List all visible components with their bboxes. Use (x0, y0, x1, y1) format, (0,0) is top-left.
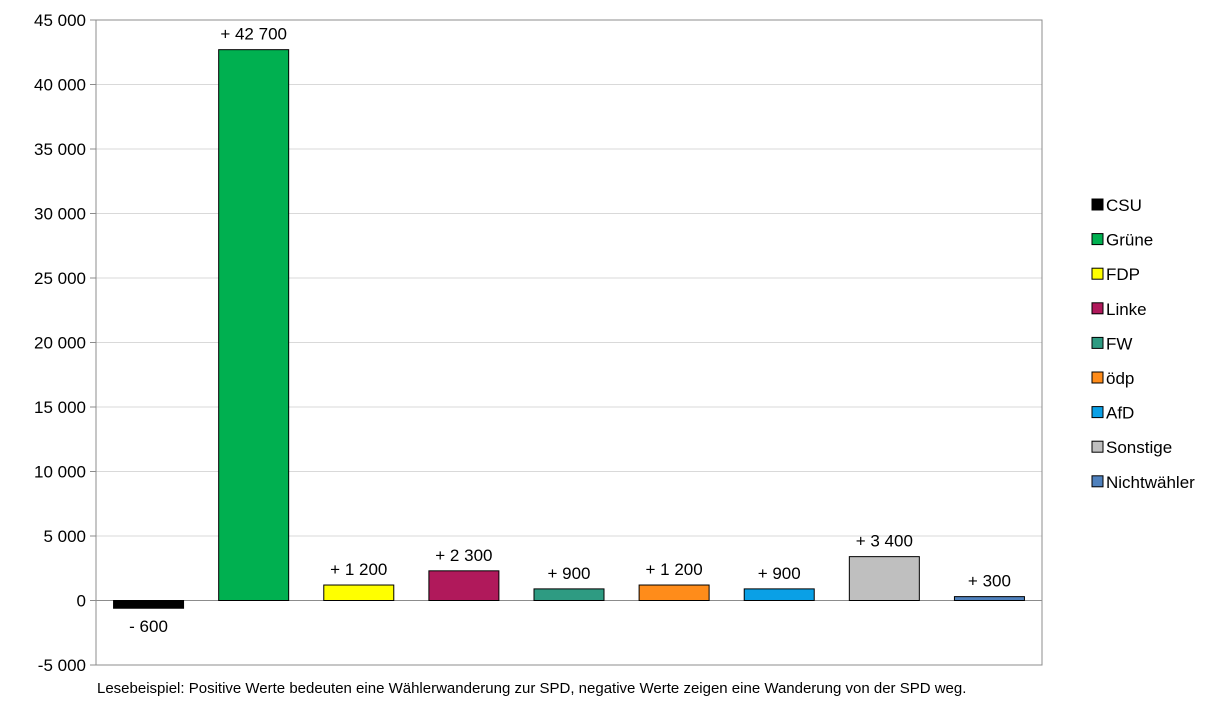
data-label: + 900 (758, 564, 801, 583)
y-tick-label: 25 000 (34, 269, 86, 288)
y-tick-label: -5 000 (38, 656, 86, 675)
legend-label: Linke (1106, 300, 1147, 319)
legend-label: AfD (1106, 404, 1134, 423)
legend: CSU Grüne FDP Linke FW ödp AfD Sonstige Nichtwäh… (1091, 196, 1195, 492)
legend-swatch (1091, 198, 1104, 211)
legend-label: Nichtwähler (1106, 473, 1195, 492)
legend-label: Sonstige (1106, 438, 1172, 457)
data-label: + 1 200 (330, 560, 387, 579)
data-label: + 1 200 (646, 560, 703, 579)
legend-swatch (1091, 371, 1104, 384)
bar-linke (428, 570, 500, 602)
bar-sonstige (848, 556, 920, 602)
y-tick-label: 35 000 (34, 140, 86, 159)
bar-fw (533, 588, 605, 602)
legend-label: CSU (1106, 196, 1142, 215)
y-tick-label: 45 000 (34, 11, 86, 30)
legend-label: FW (1106, 334, 1132, 353)
bar-ödp (638, 584, 710, 602)
y-tick-label: 0 (77, 592, 86, 611)
reading-example-note: Lesebeispiel: Positive Werte bedeuten ei… (97, 680, 967, 697)
bar-csu (113, 600, 185, 609)
y-tick-label: 5 000 (43, 527, 86, 546)
data-label: + 900 (547, 564, 590, 583)
y-tick-label: 30 000 (34, 205, 86, 224)
data-labels: - 600 + 42 700 + 1 200 + 2 300 + 900 + 1 200 +… (129, 25, 1011, 637)
legend-label: FDP (1106, 265, 1140, 284)
y-tick-label: 15 000 (34, 398, 86, 417)
bars (113, 49, 1025, 609)
plot-frame (95, 19, 1043, 666)
bar-afd (743, 588, 815, 602)
y-axis-ticks: -5 000 0 5 000 10 000 15 000 20 000 25 000 30 0… (34, 11, 96, 675)
bar-grüne (218, 49, 290, 602)
data-label: + 300 (968, 572, 1011, 591)
legend-swatch (1091, 440, 1104, 453)
legend-swatch (1091, 475, 1104, 488)
data-label: + 42 700 (220, 25, 287, 44)
legend-swatch (1091, 336, 1104, 349)
legend-swatch (1091, 406, 1104, 419)
data-label: + 2 300 (435, 546, 492, 565)
legend-swatch (1091, 302, 1104, 315)
data-label: - 600 (129, 617, 168, 636)
bar-nichtwähler (953, 596, 1025, 602)
legend-label: Grüne (1106, 231, 1153, 250)
bar-fdp (323, 584, 395, 602)
legend-label: ödp (1106, 369, 1134, 388)
legend-swatch (1091, 267, 1104, 280)
y-tick-label: 10 000 (34, 463, 86, 482)
data-label: + 3 400 (856, 532, 913, 551)
legend-swatch (1091, 233, 1104, 246)
y-tick-label: 20 000 (34, 334, 86, 353)
y-tick-label: 40 000 (34, 76, 86, 95)
